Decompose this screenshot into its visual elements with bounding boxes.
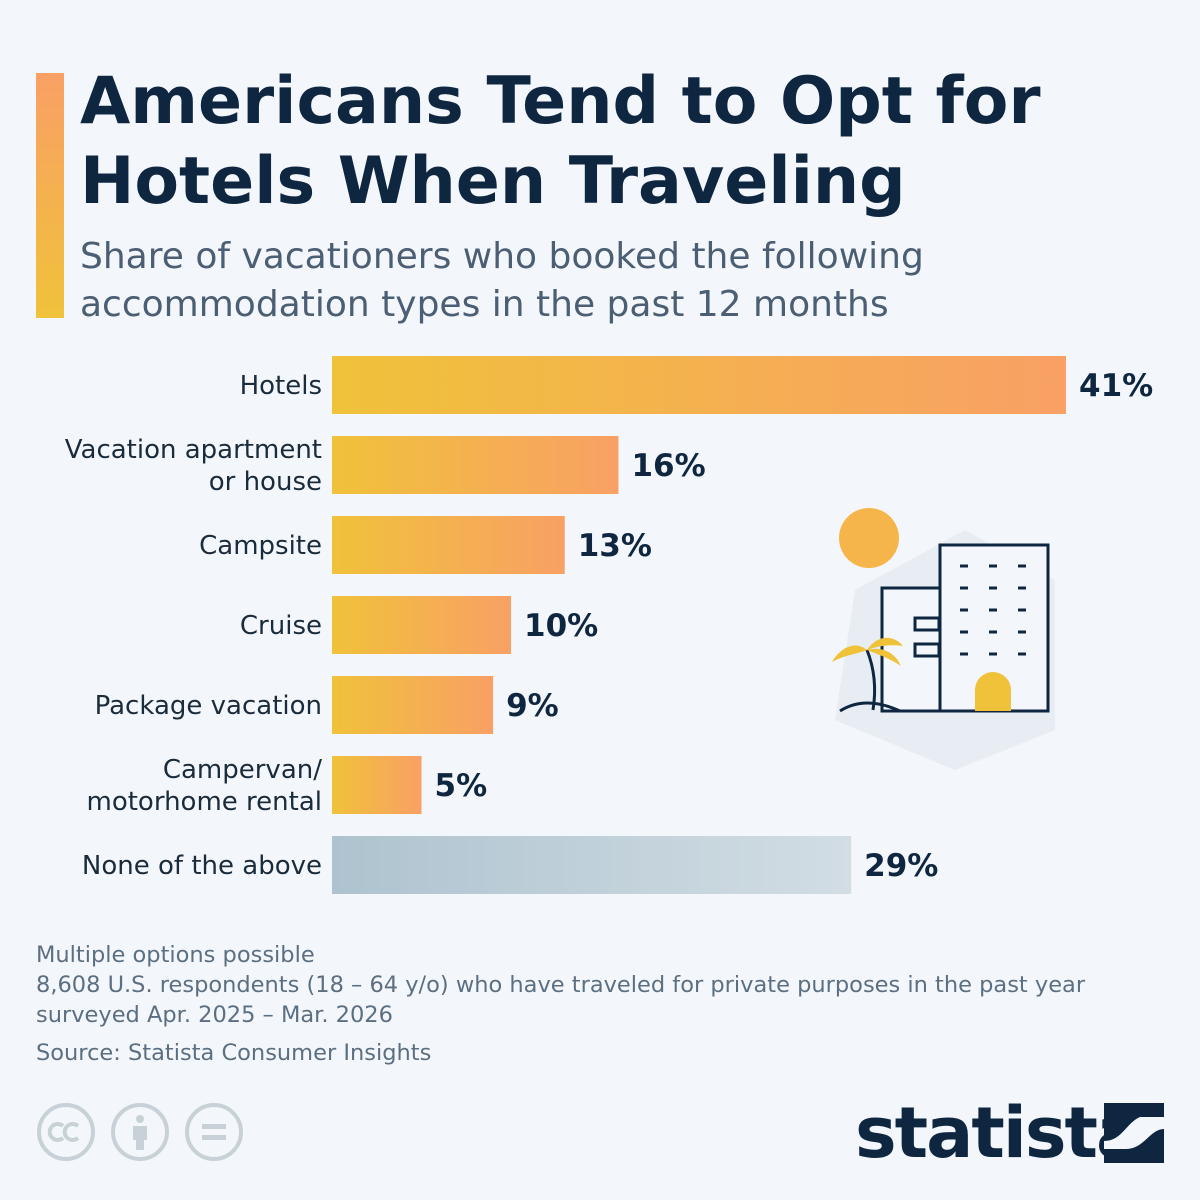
category-label-5-0: Campervan/ <box>163 755 322 785</box>
category-label-1-1: or house <box>209 467 322 497</box>
value-label-0: 41% <box>1079 368 1153 404</box>
hotel-illustration-icon <box>832 508 1055 770</box>
bar-5 <box>332 756 422 814</box>
bar-0 <box>332 356 1066 414</box>
category-label-0: Hotels <box>240 371 322 401</box>
chart-subtitle: Share of vacationers who booked the foll… <box>80 236 924 325</box>
category-label-3: Cruise <box>240 611 322 641</box>
note-respondents: 8,608 U.S. respondents (18 – 64 y/o) who… <box>36 972 1086 998</box>
cc-license-icon <box>37 1103 95 1161</box>
category-label-6: None of the above <box>82 851 322 881</box>
no-derivatives-icon <box>185 1103 243 1161</box>
attribution-icon <box>111 1103 169 1161</box>
value-label-4: 9% <box>506 688 559 724</box>
statista-logo-icon <box>1104 1103 1164 1163</box>
bar-4 <box>332 676 494 734</box>
bar-1 <box>332 436 619 494</box>
bar-3 <box>332 596 512 654</box>
value-label-2: 13% <box>578 528 652 564</box>
source-note: Source: Statista Consumer Insights <box>36 1040 432 1066</box>
value-label-3: 10% <box>524 608 598 644</box>
category-label-4: Package vacation <box>95 691 322 721</box>
chart-notes: Multiple options possible 8,608 U.S. res… <box>36 940 1166 1068</box>
category-label-2: Campsite <box>199 531 322 561</box>
value-label-6: 29% <box>864 848 938 884</box>
bar-2 <box>332 516 565 574</box>
note-survey-period: surveyed Apr. 2025 – Mar. 2026 <box>36 1002 393 1028</box>
bar-6 <box>332 836 852 894</box>
category-label-1-0: Vacation apartment <box>65 435 322 465</box>
category-label-5-1: motorhome rental <box>87 787 323 817</box>
note-multiple-options: Multiple options possible <box>36 942 315 968</box>
title-accent-bar <box>36 73 64 318</box>
license-icons <box>37 1103 243 1161</box>
value-label-1: 16% <box>631 448 705 484</box>
chart-title: Americans Tend to Opt for Hotels When Tr… <box>80 64 1041 219</box>
value-label-5: 5% <box>435 768 488 804</box>
statista-brand[interactable]: statista <box>855 1092 1143 1174</box>
